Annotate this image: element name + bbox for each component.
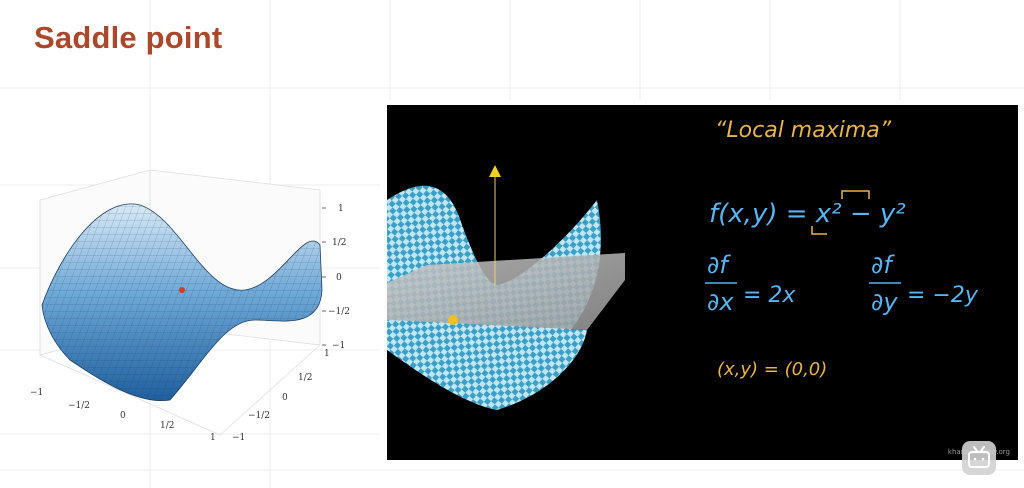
- z-tick-label: 0: [336, 273, 342, 283]
- z-tick-label: 1: [338, 204, 344, 214]
- critical-point-equation: (x,y) = (0,0): [717, 359, 827, 380]
- x-tick-label: 1: [210, 433, 216, 443]
- partial-f-top: ∂f: [707, 251, 731, 279]
- bracket-marks: [811, 190, 870, 235]
- checkered-saddle-3d: “Local maxima” f(x,y) = x² − y² ∂f ∂x = …: [387, 118, 979, 410]
- x-tick-label: 0: [120, 411, 126, 421]
- tangent-plane: [387, 253, 625, 330]
- saddle-point-marker: [179, 287, 185, 293]
- y-tick-label: −1/2: [248, 411, 270, 421]
- tv-icon: [968, 446, 990, 468]
- function-equation: f(x,y) = x² − y²: [709, 199, 906, 229]
- dfdy-value: = −2y: [907, 283, 979, 308]
- saddle-mesh: [41, 203, 323, 402]
- x-tick-label: −1: [30, 388, 43, 398]
- y-tick-label: 1/2: [298, 373, 312, 383]
- saddle-surface-plot: 1 1/2 0 −1/2 −1 −1 −1/2 0 1/2 1 1 1/2 0 …: [30, 169, 350, 443]
- partial-f-top-2: ∂f: [871, 251, 895, 279]
- y-tick-label: 1: [324, 349, 330, 359]
- handwritten-heading: “Local maxima”: [715, 118, 892, 143]
- z-tick-label: −1/2: [328, 307, 350, 317]
- x-tick-label: −1/2: [68, 401, 90, 411]
- player-logo-button[interactable]: [962, 441, 996, 475]
- y-tick-label: 0: [282, 393, 288, 403]
- video-frame[interactable]: “Local maxima” f(x,y) = x² − y² ∂f ∂x = …: [387, 105, 1018, 460]
- y-tick-label: −1: [232, 433, 245, 443]
- partial-y-bottom: ∂y: [871, 288, 898, 316]
- z-tick-label: −1: [332, 341, 345, 351]
- dfdx-value: = 2x: [743, 283, 796, 308]
- x-tick-label: 1/2: [160, 421, 174, 431]
- partial-x-bottom: ∂x: [707, 288, 734, 316]
- z-tick-label: 1/2: [332, 238, 346, 248]
- slide-title: Saddle point: [34, 20, 223, 55]
